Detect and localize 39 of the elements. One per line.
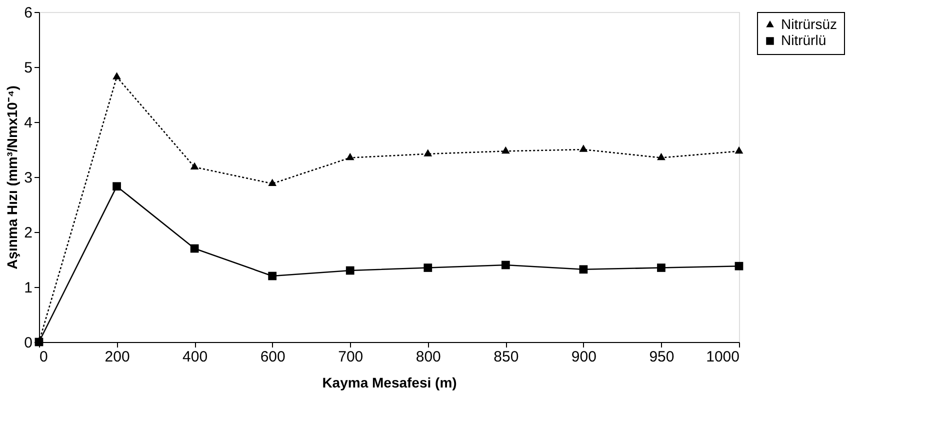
x-tick-label: 700 — [338, 348, 364, 366]
y-tick-label: 3 — [24, 170, 32, 186]
point — [268, 178, 277, 186]
point — [657, 152, 666, 160]
y-tick-label: 0 — [24, 334, 32, 352]
x-tick-label: 950 — [649, 348, 674, 366]
x-axis-title: Kayma Mesafesi (m) — [322, 374, 457, 390]
point — [346, 266, 354, 275]
y-axis-title: Aşınma Hızı (mm³/Nmx10⁻⁴) — [4, 86, 20, 270]
x-tick-label: 600 — [260, 348, 286, 366]
point — [579, 265, 588, 274]
point — [424, 149, 432, 156]
x-tick-label: 400 — [182, 348, 208, 366]
point — [190, 244, 199, 253]
point — [112, 72, 121, 80]
x-tick-label: 800 — [416, 348, 441, 366]
legend-label: Nitrürlü — [781, 32, 826, 48]
x-tick-label: 850 — [494, 348, 519, 366]
point — [579, 144, 588, 152]
x-tick-label: 1000 — [706, 348, 740, 366]
point — [424, 264, 432, 272]
legend-label: Nitrürsüz — [781, 16, 838, 32]
y-tick-label: 2 — [24, 224, 32, 242]
point — [734, 262, 744, 270]
y-tick-label: 5 — [24, 60, 32, 76]
point — [346, 152, 354, 160]
x-tick-label: 0 — [40, 348, 48, 366]
point — [657, 264, 666, 272]
point — [734, 146, 744, 154]
point — [112, 182, 121, 191]
y-tick-label: 1 — [24, 280, 32, 296]
y-tick-label: 6 — [24, 4, 32, 22]
x-tick-label: 900 — [571, 348, 596, 366]
x-tick-label: 200 — [104, 348, 130, 366]
point — [501, 146, 510, 154]
point — [268, 272, 277, 280]
point — [190, 162, 199, 170]
point — [501, 260, 510, 270]
y-tick-label: 4 — [24, 114, 32, 132]
